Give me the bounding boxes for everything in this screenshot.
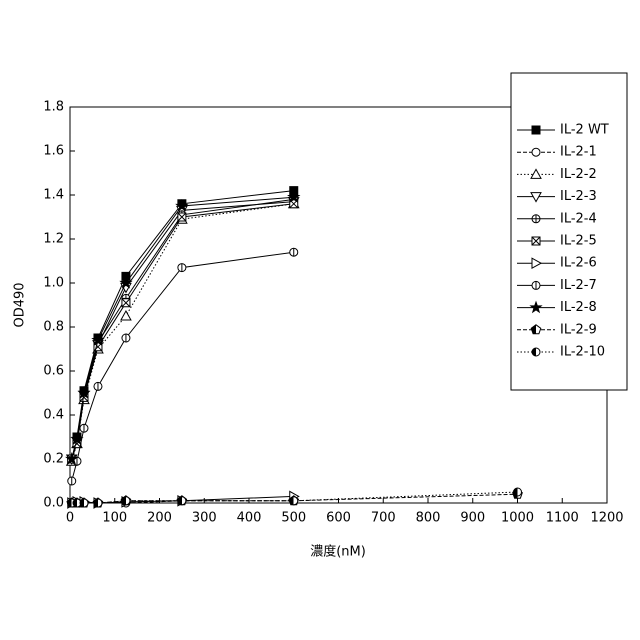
series-line [72,202,294,459]
x-tick-label: 900 [460,511,485,526]
legend-label: IL-2-3 [560,189,597,204]
x-axis-label: 濃度(nM) [310,544,366,560]
data-point [514,488,522,496]
y-tick-label: 0.4 [43,408,64,423]
chart: 濃度(nM) OD490 0.0 0.2 0.4 0.6 0.8 1.0 1.2 1.4 1.6… [0,0,640,640]
x-tick-label: 1100 [546,511,579,526]
data-point [122,334,130,342]
x-tick-label: 400 [237,511,262,526]
data-point [122,497,130,505]
data-point [122,299,130,307]
legend-marker [532,215,540,223]
legend-marker [532,126,540,134]
data-point [178,264,186,272]
legend-label: IL-2-5 [560,234,597,249]
y-tick-label: 1.8 [43,100,64,115]
series-line [72,197,294,459]
y-tick-label: 0.2 [43,452,64,467]
legend-label: IL-2-4 [560,211,597,226]
legend-label: IL-2-10 [560,345,605,360]
y-tick-label: 0.6 [43,364,64,379]
legend-marker [532,148,540,156]
data-point [68,477,76,485]
legend-marker [532,348,540,356]
data-point [80,424,88,432]
x-tick-label: 700 [371,511,396,526]
x-tick-label: 800 [416,511,441,526]
legend-label: IL-2 WT [560,123,609,138]
legend-label: IL-2-1 [560,145,597,160]
data-point [80,499,88,507]
data-point [121,311,131,320]
data-point [290,248,298,256]
y-tick-label: 1.6 [43,144,64,159]
legend-box [511,73,627,390]
data-point [290,497,298,505]
y-tick-label: 1.0 [43,276,64,291]
legend-marker [532,281,540,289]
series-line [72,252,294,481]
series-line [72,204,294,461]
legend-label: IL-2-8 [560,300,597,315]
y-tick-label: 1.4 [43,188,64,203]
x-tick-label: 500 [281,511,306,526]
legend-label: IL-2-7 [560,278,597,293]
x-tick-label: 200 [147,511,172,526]
data-point [94,499,102,507]
legend-label: IL-2-2 [560,167,597,182]
x-tick-label: 300 [192,511,217,526]
y-tick-label: 0.8 [43,320,64,335]
x-tick-label: 1200 [590,511,623,526]
y-axis-label: OD490 [13,282,28,327]
data-point [94,382,102,390]
x-tick-label: 100 [102,511,127,526]
y-tick-label: 0.0 [43,496,64,511]
x-tick-label: 0 [66,511,74,526]
legend-marker [532,237,540,245]
x-tick-label: 600 [326,511,351,526]
y-tick-label: 1.2 [43,232,64,247]
legend-label: IL-2-6 [560,256,597,271]
legend-label: IL-2-9 [560,322,597,337]
data-point [178,497,186,505]
data-point [178,213,186,221]
x-tick-label: 1000 [501,511,534,526]
